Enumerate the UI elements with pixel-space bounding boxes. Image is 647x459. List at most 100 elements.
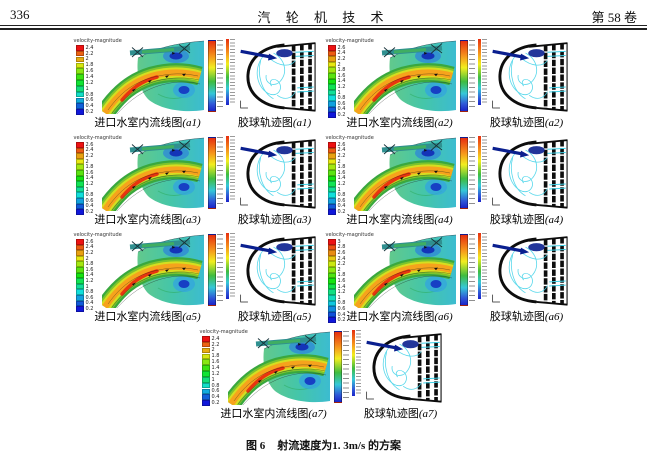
- legend-value: 1.8: [337, 67, 346, 74]
- legend-swatch: [327, 45, 336, 51]
- legend-value: 1: [85, 186, 89, 193]
- flow-colorbar-a7: [333, 331, 349, 403]
- legend-entry: 1.2: [327, 84, 345, 90]
- legend-swatch: [327, 289, 336, 295]
- flow-panel-a6: velocity-magnitude 3 2.8 2.6 2.4 2.2 2 1.8 1.6 1.…: [326, 232, 475, 323]
- legend-value: 0.6: [337, 100, 346, 107]
- legend-entry: 3: [327, 239, 346, 245]
- trajectory-colorbar-a7: [351, 330, 361, 396]
- trajectory-caption-text: 胶球轨迹图: [237, 117, 293, 129]
- flow-streamline-image-a7: [227, 331, 330, 405]
- legend-swatch: [75, 169, 84, 176]
- velocity-legend-a4: velocity-magnitude 2.6 2.4 2.2 2 1.8 1.6 1.4 1.2…: [326, 135, 374, 215]
- legend-entry: 2.4: [201, 336, 219, 342]
- flow-colorbar-a6: [459, 234, 475, 306]
- trajectory-colorbar-a4: [477, 136, 487, 202]
- legend-swatch: [75, 244, 84, 251]
- legend-entry: 1.2: [75, 180, 94, 187]
- legend-value: 1.6: [85, 68, 94, 75]
- legend-swatch: [75, 250, 84, 256]
- figure-caption-text: 射流速度为1. 3m/s 的方案: [277, 440, 401, 452]
- legend-swatch: [75, 186, 84, 193]
- legend-entry: 0.4: [327, 106, 345, 113]
- trajectory-caption-a5: 胶球轨迹图(a5): [228, 308, 322, 324]
- legend-swatch: [327, 192, 336, 198]
- flow-panel-a7: velocity-magnitude 2.4 2.2 2 1.8 1.6 1.4 1.2 1 0.…: [200, 329, 349, 407]
- legend-swatch: [75, 175, 84, 182]
- legend-swatch: [327, 153, 336, 159]
- legend-swatch: [327, 100, 336, 107]
- flow-streamline-image-a6: [353, 234, 456, 308]
- legend-entry: 1.8: [75, 164, 93, 170]
- flow-caption-a6: 进口水室内流线图(a6): [324, 308, 476, 324]
- legend-value: 0.4: [85, 103, 94, 110]
- legend-swatch: [75, 80, 84, 86]
- trajectory-colorbar-a3: [225, 136, 235, 202]
- legend-value: 0.6: [85, 97, 94, 104]
- legend-value: 0.8: [85, 192, 94, 199]
- legend-value: 0.8: [337, 300, 346, 307]
- legend-entry: 1.6: [201, 359, 219, 365]
- flow-colorbar-a4: [459, 137, 475, 209]
- legend-value: 2.6: [337, 44, 346, 51]
- flow-colorbar-a5: [207, 234, 223, 306]
- colorbar-tick-labels: [216, 234, 223, 304]
- legend-entry: 0.8: [201, 382, 219, 389]
- legend-swatch: [75, 103, 84, 110]
- legend-entry: 0.8: [75, 91, 93, 98]
- colorbar-gradient: [225, 233, 229, 299]
- flow-caption-text: 进口水室内流线图: [346, 311, 435, 323]
- panel-label: (a5): [292, 311, 312, 323]
- legend-value: 2.8: [337, 244, 346, 251]
- legend-swatch: [327, 95, 336, 101]
- legend-entry: 2.2: [75, 250, 93, 256]
- legend-value: 2.6: [85, 141, 94, 148]
- legend-entry: 1: [327, 89, 346, 96]
- legend-entry: 1.4: [327, 78, 346, 85]
- colorbar-gradient: [351, 330, 355, 396]
- flow-caption-text: 进口水室内流线图: [346, 117, 435, 129]
- legend-entry: 0.8: [327, 300, 346, 307]
- legend-swatch: [327, 164, 336, 170]
- legend-entry: 1.6: [75, 68, 94, 75]
- legend-value: 1.2: [211, 370, 220, 377]
- legend-entry: 1.8: [327, 67, 346, 74]
- velocity-legend-a2: velocity-magnitude 2.6 2.4 2.2 2 1.8 1.6 1.4 1.2…: [326, 38, 374, 118]
- legend-swatch: [75, 272, 84, 279]
- legend-value: 1: [85, 283, 89, 290]
- legend-entry: 0.4: [327, 311, 345, 318]
- legend-swatch: [327, 283, 336, 290]
- legend-swatch: [327, 56, 336, 62]
- legend-entry: 1.2: [201, 370, 220, 377]
- legend-swatch: [327, 300, 336, 307]
- legend-value: 1.4: [337, 78, 346, 85]
- legend-entry: 2.8: [327, 244, 346, 251]
- legend-swatch: [327, 266, 336, 273]
- colorbar-gradient: [225, 39, 229, 105]
- legend-entry: 2: [327, 61, 346, 68]
- legend-swatch: [75, 203, 84, 210]
- legend-entry: 0.4: [201, 394, 219, 401]
- legend-value: 0.2: [337, 111, 346, 118]
- legend-swatch: [75, 62, 84, 69]
- legend-swatch: [75, 192, 84, 198]
- legend-entry: 1.4: [75, 175, 93, 182]
- legend-swatch: [75, 197, 84, 204]
- legend-swatch: [75, 300, 84, 307]
- legend-entry: 1.4: [201, 365, 219, 371]
- legend-swatch: [75, 68, 84, 74]
- legend-value: 0.8: [337, 95, 346, 102]
- legend-entry: 1.6: [75, 169, 93, 176]
- legend-swatch: [327, 50, 336, 57]
- legend-swatch: [75, 45, 84, 51]
- legend-value: 1.2: [85, 180, 94, 187]
- trajectory-caption-a1: 胶球轨迹图(a1): [228, 114, 322, 130]
- colorbar-tick-labels: [482, 39, 487, 105]
- legend-swatch: [201, 394, 210, 401]
- trajectory-panel-a7: [351, 329, 448, 407]
- flow-caption-text: 进口水室内流线图: [94, 311, 183, 323]
- legend-value: 2: [85, 158, 89, 165]
- legend-entry: 1.8: [327, 164, 345, 170]
- trajectory-panel-a2: [477, 38, 574, 116]
